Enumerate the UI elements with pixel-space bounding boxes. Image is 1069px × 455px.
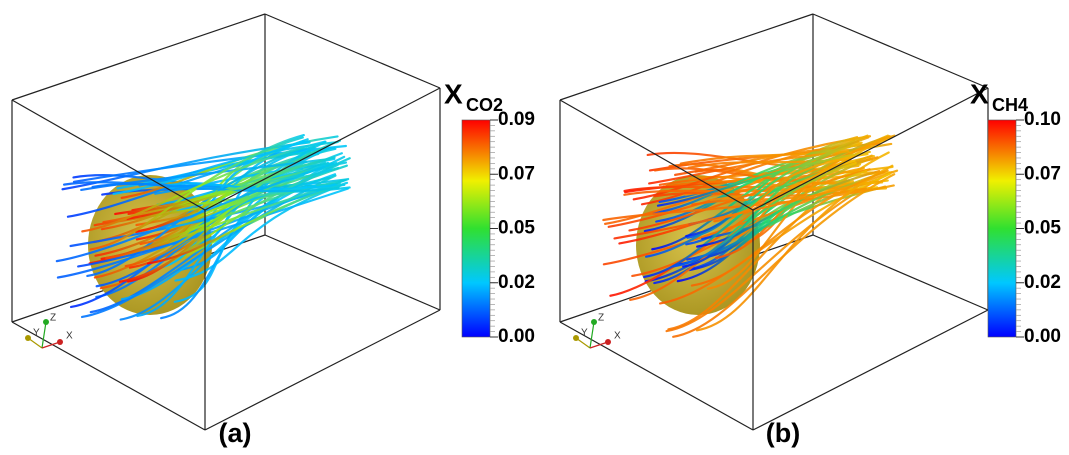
colorbar-tick-label: 0.07 <box>498 163 535 184</box>
colorbar-tick-label: 0.05 <box>498 218 535 239</box>
triad-axis <box>590 322 594 348</box>
triad-label: X <box>614 331 621 342</box>
triad-tip <box>573 335 579 341</box>
colorbar-tick-label: 0.07 <box>1024 163 1061 184</box>
triad-tip <box>25 335 31 341</box>
colorbar-scale <box>988 120 1016 337</box>
colorbar-title: X <box>444 78 463 109</box>
colorbar-tick-label: 0.09 <box>498 109 535 130</box>
box-edge <box>753 310 988 430</box>
triad-tip <box>57 339 63 345</box>
box-edge <box>753 88 988 210</box>
triad-tip <box>591 319 597 325</box>
box-edge <box>265 235 440 310</box>
colorbar-tick-label: 0.05 <box>1024 218 1061 239</box>
colorbar-tick-label: 0.00 <box>498 326 535 347</box>
triad-label: X <box>66 331 73 342</box>
colorbar-tick-label: 0.02 <box>1024 272 1061 293</box>
colorbar-tick-label: 0.10 <box>1024 109 1061 130</box>
box-edge <box>205 310 440 430</box>
colorbar-title: X <box>970 78 989 109</box>
colorbar-tick-label: 0.00 <box>1024 326 1061 347</box>
box-edge <box>12 322 205 430</box>
colorbar-subscript: CH4 <box>992 95 1028 115</box>
triad-label: Z <box>50 313 56 324</box>
box-edge <box>560 322 753 430</box>
box-edge <box>813 14 988 88</box>
box-edge <box>265 14 440 88</box>
triad-axis <box>42 322 46 348</box>
triad-label: Z <box>598 313 604 324</box>
panel-label: (a) <box>219 418 252 448</box>
triad-tip <box>605 339 611 345</box>
colorbar-scale <box>462 120 490 337</box>
figure: YZXXCO20.090.070.050.020.00(a)YZXXCH40.1… <box>0 0 1069 455</box>
triad-tip <box>43 319 49 325</box>
box-edge <box>560 14 813 100</box>
colorbar-tick-label: 0.02 <box>498 272 535 293</box>
triad-label: Y <box>33 328 40 339</box>
panel-label: (b) <box>766 418 800 448</box>
box-edge <box>12 14 265 100</box>
triad-label: Y <box>581 328 588 339</box>
box-edge <box>813 235 988 310</box>
